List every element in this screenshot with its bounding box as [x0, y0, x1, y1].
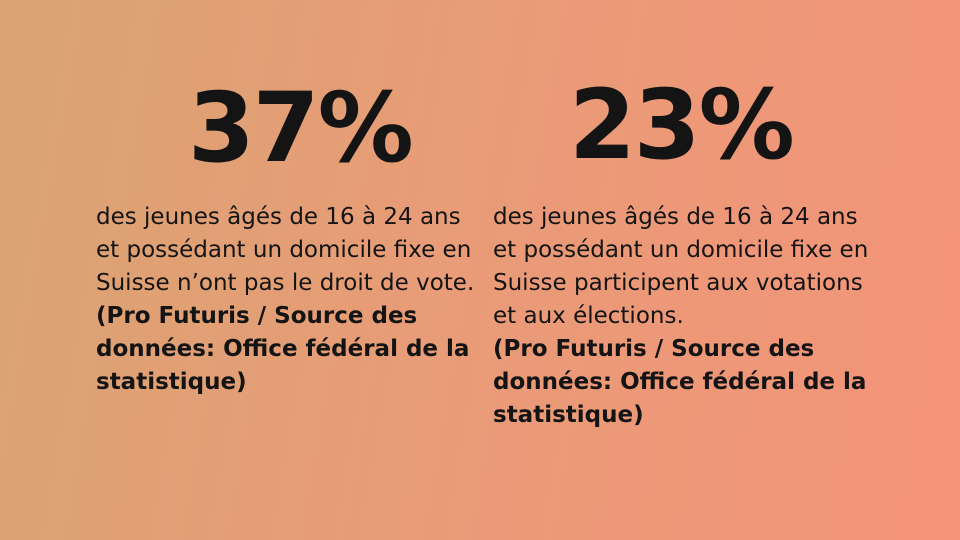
stat-percentage: 23%: [569, 69, 795, 181]
stat-percentage: 37%: [188, 72, 414, 184]
stat-description: des jeunes âgés de 16 à 24 ans et posséd…: [96, 204, 475, 296]
stat-text: des jeunes âgés de 16 à 24 ans et posséd…: [96, 201, 476, 399]
stat-source: (Pro Futuris / Source des données: Offic…: [96, 303, 470, 395]
stat-text: des jeunes âgés de 16 à 24 ans et posséd…: [493, 201, 873, 432]
stat-description: des jeunes âgés de 16 à 24 ans et posséd…: [493, 204, 869, 329]
stat-source: (Pro Futuris / Source des données: Offic…: [493, 336, 867, 428]
